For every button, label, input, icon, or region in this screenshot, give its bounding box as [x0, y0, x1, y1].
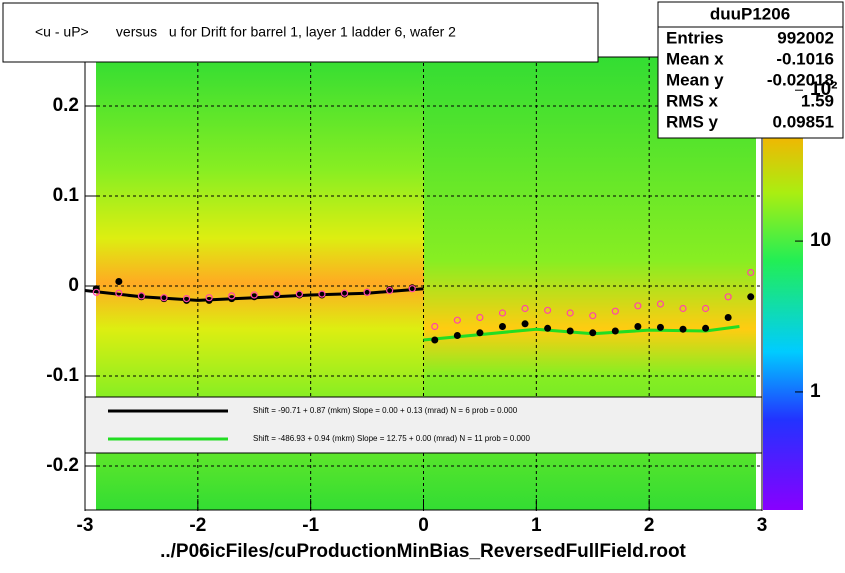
profile-point	[295, 290, 303, 298]
profile-point	[566, 327, 574, 335]
profile-point	[498, 323, 506, 330]
profile-point	[702, 324, 710, 332]
y-tick-label: 0.1	[53, 185, 80, 206]
stats-value: -0.1016	[776, 49, 834, 68]
stats-key: Mean y	[666, 70, 724, 89]
profile-point	[92, 288, 100, 296]
y-tick-label: -0.1	[46, 365, 79, 386]
stats-key: RMS x	[666, 91, 719, 110]
profile-point	[544, 306, 552, 314]
profile-point	[318, 290, 326, 298]
profile-point	[453, 316, 461, 324]
profile-point	[747, 268, 755, 277]
x-tick-label: 2	[644, 515, 655, 536]
stats-value: -0.02018	[767, 70, 834, 89]
profile-point	[566, 309, 574, 317]
profile-point	[701, 304, 710, 313]
profile-point	[431, 322, 439, 331]
profile-point	[611, 327, 619, 335]
profile-point	[634, 323, 642, 330]
x-tick-label: 0	[418, 515, 429, 536]
profile-point	[544, 324, 552, 332]
x-tick-label: -3	[77, 515, 94, 536]
profile-point	[363, 288, 371, 296]
stats-value: 1.59	[801, 91, 834, 110]
stats-title: duuP1206	[710, 4, 790, 23]
profile-point	[205, 294, 213, 302]
profile-point	[160, 294, 168, 302]
z-tick-label: 10²	[810, 79, 837, 100]
profile-point	[408, 285, 416, 293]
stats-key: Entries	[666, 28, 724, 47]
profile-point	[476, 313, 484, 322]
profile-point	[250, 291, 258, 299]
stats-value: 0.09851	[773, 112, 834, 131]
profile-point	[250, 293, 258, 301]
profile-point	[498, 309, 507, 317]
profile-point	[611, 307, 619, 315]
profile-point	[656, 300, 665, 308]
profile-point	[183, 296, 191, 304]
x-tick-label: -1	[302, 515, 319, 536]
profile-point	[724, 293, 732, 301]
profile-point	[521, 304, 529, 313]
profile-point	[634, 302, 642, 310]
profile-point	[747, 293, 755, 301]
profile-point	[363, 288, 371, 296]
chart-title: <u - uP> versus u for Drift for barrel 1…	[35, 24, 456, 40]
profile-point	[589, 312, 597, 320]
y-tick-label: 0	[68, 275, 79, 296]
profile-point	[115, 289, 123, 297]
stats-key: RMS y	[666, 112, 719, 131]
profile-point	[137, 292, 146, 300]
legend-label: Shift = -486.93 + 0.94 (mkm) Slope = 12.…	[253, 434, 530, 443]
profile-point	[521, 320, 529, 328]
x-tick-label: -2	[189, 515, 206, 536]
profile-point	[115, 278, 123, 285]
stats-key: Mean x	[666, 49, 724, 68]
profile-point	[453, 332, 461, 339]
profile-point	[589, 329, 597, 337]
profile-point	[679, 304, 687, 313]
z-tick-label: 1	[810, 381, 821, 402]
stats-value: 992002	[777, 28, 834, 47]
profile-point	[431, 336, 439, 344]
x-tick-label: 3	[757, 515, 768, 536]
y-tick-label: -0.2	[46, 455, 79, 476]
profile-point	[340, 289, 349, 297]
profile-point	[476, 329, 484, 337]
profile-point	[273, 290, 281, 298]
profile-point	[228, 292, 236, 300]
stats-box: duuP1206 Entries 992002 Mean x -0.1016 Mean y…	[657, 1, 844, 139]
x-axis-label: ../P06icFiles/cuProductionMinBias_Revers…	[160, 541, 686, 562]
title-box	[2, 2, 599, 63]
x-tick-label: 1	[531, 515, 542, 536]
legend-label: Shift = -90.71 + 0.87 (mkm) Slope = 0.00…	[253, 406, 518, 415]
profile-point	[679, 325, 687, 333]
z-tick-label: 10	[810, 230, 831, 251]
stats-frame	[657, 1, 844, 139]
profile-point	[656, 323, 664, 331]
profile-point	[182, 295, 191, 303]
profile-point	[386, 286, 394, 295]
profile-point	[724, 314, 732, 321]
y-tick-label: 0.2	[53, 95, 79, 116]
